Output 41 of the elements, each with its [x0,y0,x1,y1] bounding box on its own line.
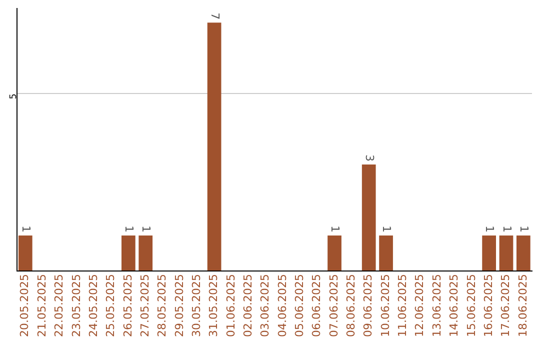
data-label: 1 [518,226,531,233]
x-tick-label: 14.06.2025 [448,274,461,338]
x-tick-label: 24.05.2025 [86,274,100,338]
x-tick-label: 03.06.2025 [258,274,272,338]
x-tick-label: 10.06.2025 [378,274,392,338]
x-tick-label: 21.05.2025 [35,274,48,338]
data-label: 1 [20,226,33,233]
data-label: 1 [500,226,514,233]
x-tick-label: 26.05.2025 [121,274,134,338]
x-tick-label: 06.06.2025 [310,274,324,338]
x-tick-label: 20.05.2025 [18,274,32,338]
x-tick-label: 25.05.2025 [104,274,118,338]
x-tick-label: 11.06.2025 [396,274,410,338]
x-tick-label: 23.05.2025 [70,274,83,338]
x-tick-label: 09.06.2025 [362,274,375,338]
data-label: 1 [140,226,153,233]
x-tick-label: 02.06.2025 [242,274,254,338]
x-tick-label: 13.06.2025 [430,274,444,338]
data-label: 1 [380,226,394,233]
x-tick-label: 07.06.2025 [327,274,340,338]
x-tick-label: 30.05.2025 [190,274,203,338]
x-tick-label: 18.06.2025 [516,274,530,338]
x-tick-label: 17.06.2025 [499,274,512,338]
x-tick-label: 27.05.2025 [138,274,152,338]
x-tick-label: 28.05.2025 [156,274,169,338]
x-tick-label: 12.06.2025 [413,274,426,338]
x-tick-label: 31.05.2025 [207,274,220,338]
x-tick-label: 22.05.2025 [52,274,66,338]
data-label: 1 [122,226,136,233]
data-label: 1 [483,226,496,233]
data-label: 3 [362,154,376,162]
x-tick-label: 15.06.2025 [464,274,478,338]
x-tick-label: 29.05.2025 [172,274,186,338]
data-label: 7 [208,12,222,20]
x-tick-label: 08.06.2025 [344,274,358,338]
x-tick-label: 05.06.2025 [293,274,306,338]
y-tick-label: 5 [9,94,20,100]
x-tick-label: 01.06.2025 [224,274,238,338]
x-tick-label: 04.06.2025 [276,274,289,338]
data-label: 1 [328,226,342,233]
x-tick-label: 16.06.2025 [482,274,495,338]
